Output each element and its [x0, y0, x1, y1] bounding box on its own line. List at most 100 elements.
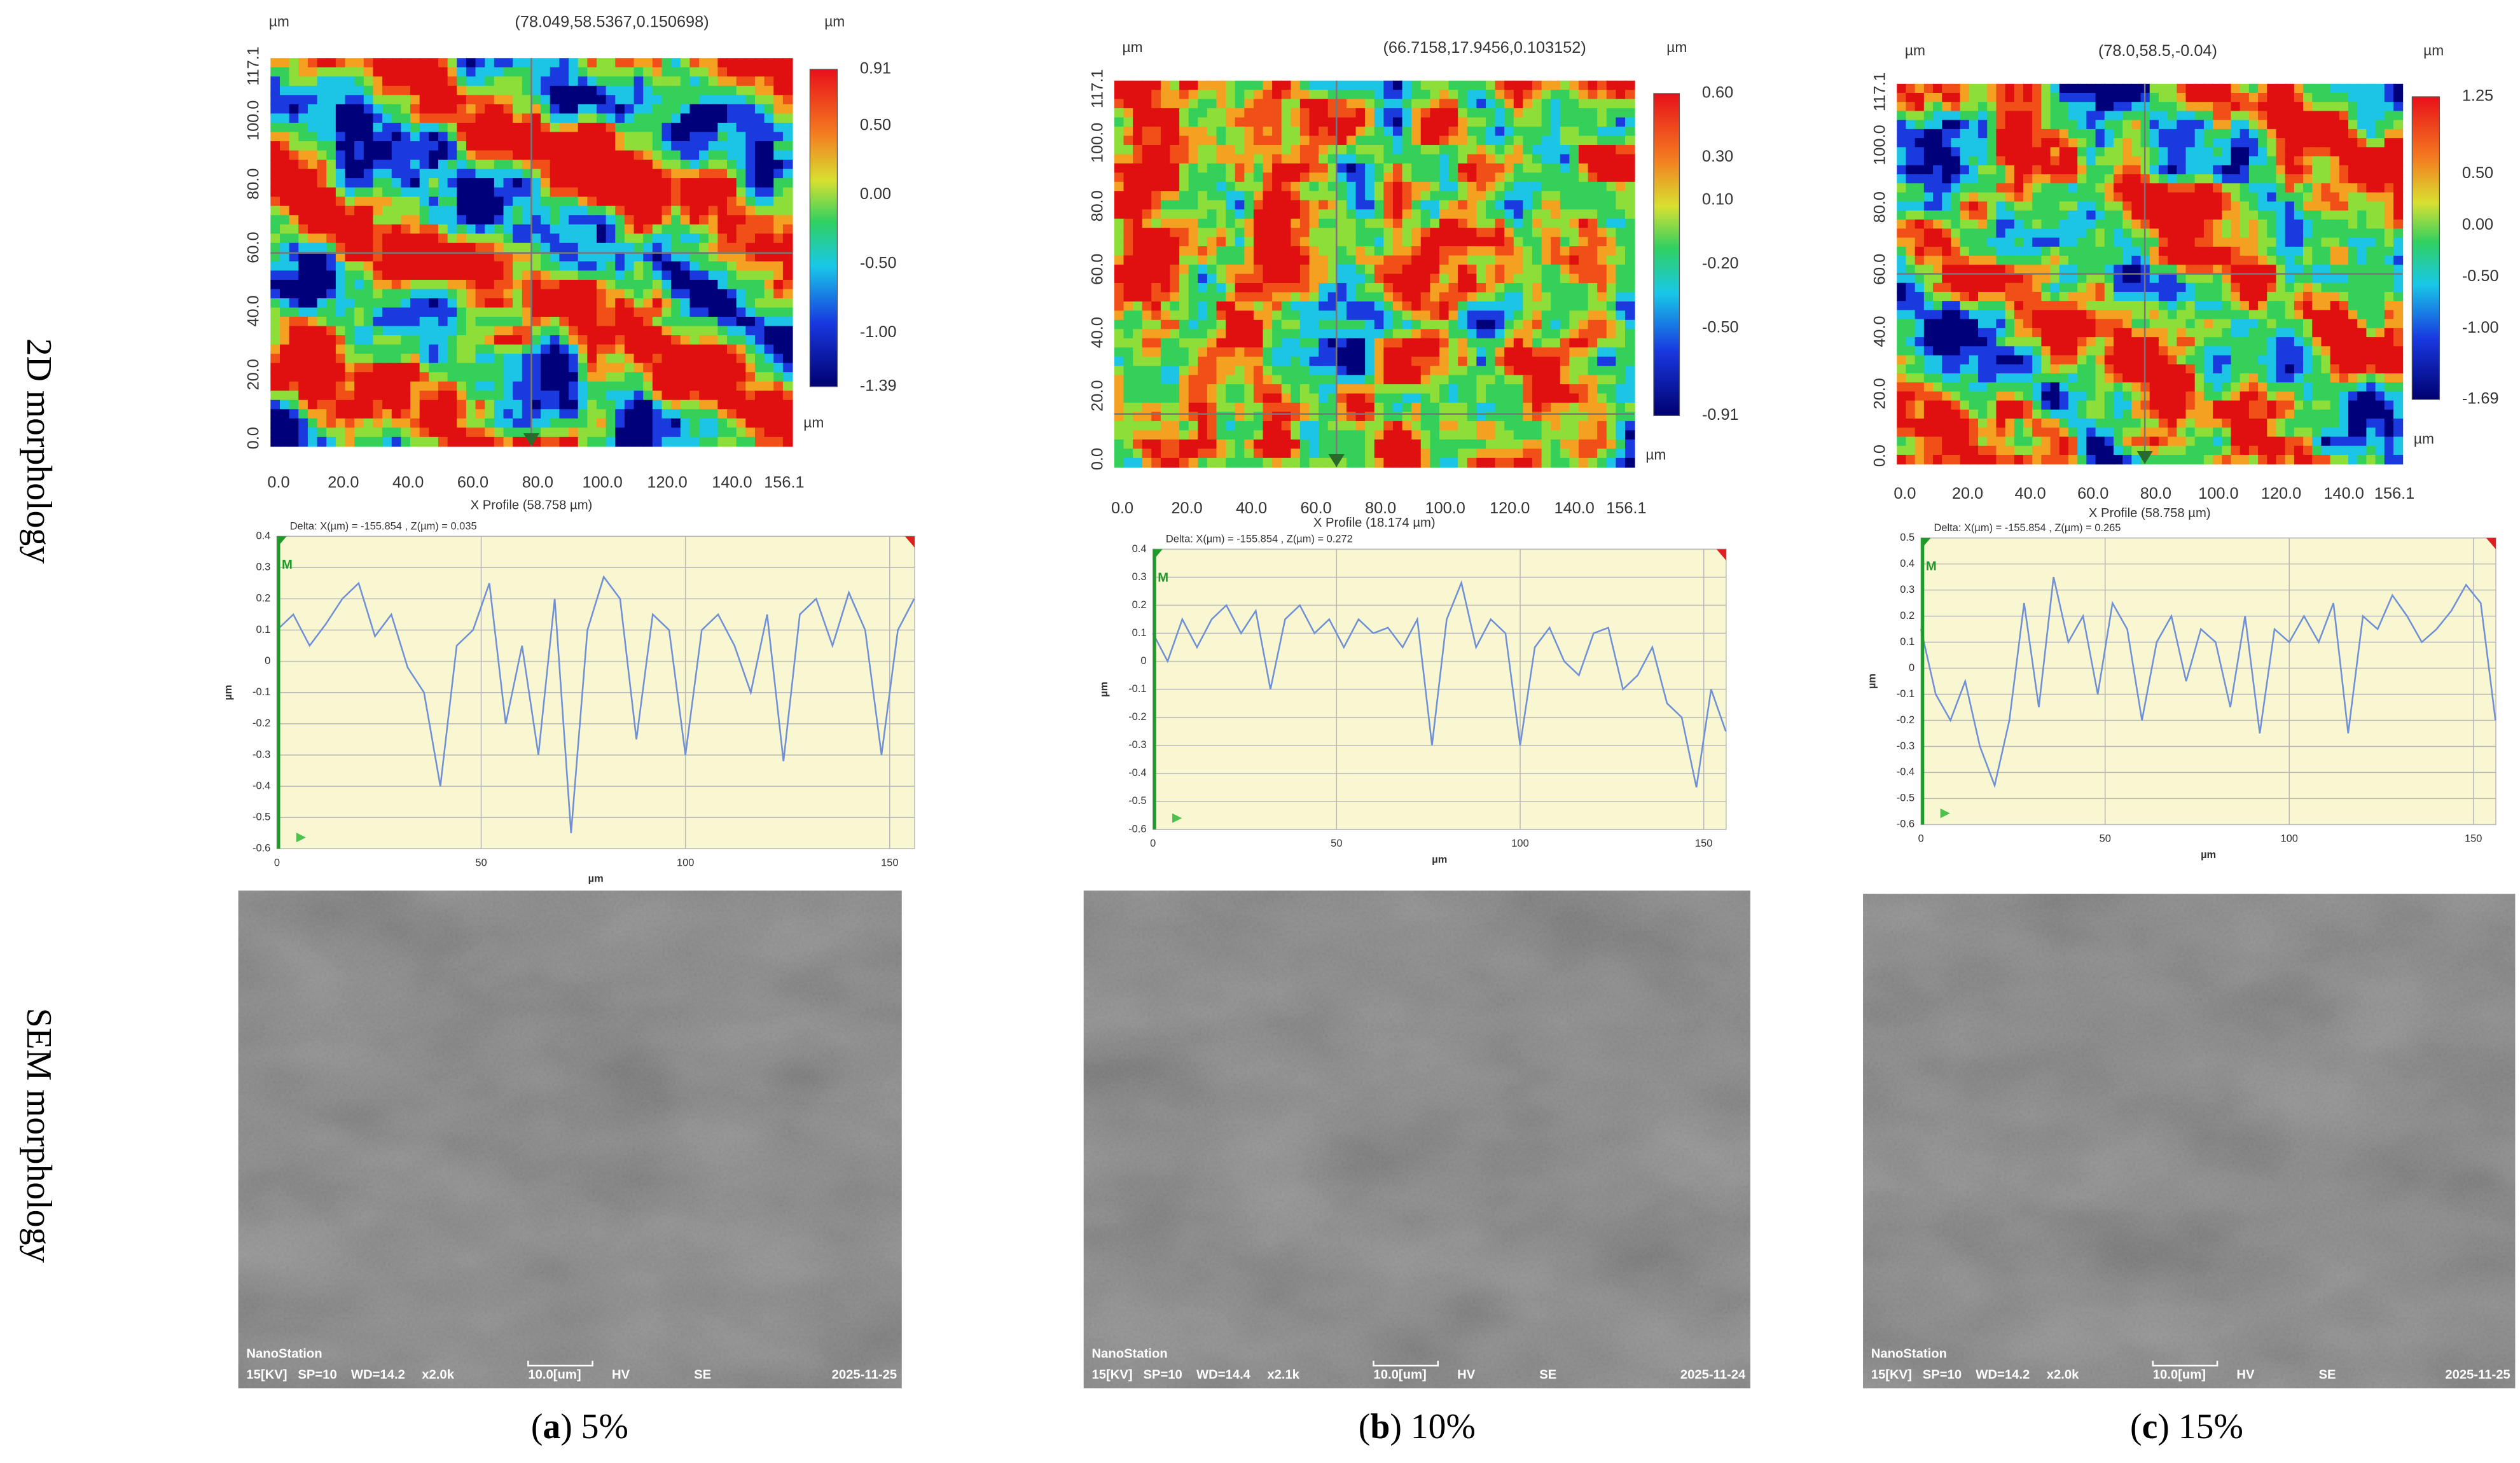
height-cell — [689, 399, 700, 410]
height-cell — [587, 197, 597, 207]
height-cell — [466, 335, 476, 345]
height-cell — [1495, 439, 1506, 450]
height-cell — [652, 85, 663, 96]
height-cell — [1160, 154, 1171, 164]
height-cell — [596, 224, 607, 235]
height-cell — [1439, 144, 1450, 155]
height-cell — [1327, 228, 1338, 238]
height-cell — [1392, 255, 1403, 266]
height-cell — [1392, 181, 1403, 192]
height-cell — [1467, 274, 1478, 284]
height-cell — [447, 150, 458, 161]
height-cell — [1616, 127, 1626, 137]
height-cell — [596, 252, 607, 262]
height-cell — [522, 344, 532, 355]
height-cell — [1560, 310, 1570, 321]
height-cell — [1272, 301, 1282, 312]
height-cell — [1467, 90, 1478, 100]
height-cell — [1532, 384, 1542, 394]
height-cell — [661, 215, 672, 225]
height-cell — [513, 95, 523, 105]
height-cell — [624, 132, 635, 142]
height-cell — [466, 160, 476, 170]
height-cell — [1430, 191, 1440, 201]
height-cell — [624, 169, 635, 179]
height-cell — [391, 215, 402, 225]
height-cell — [1551, 181, 1561, 192]
height-cell — [754, 418, 765, 429]
height-cell — [307, 76, 318, 87]
height-cell — [522, 160, 532, 170]
height-cell — [1467, 181, 1478, 192]
height-cell — [1606, 338, 1617, 349]
height-cell — [1151, 255, 1161, 266]
height-cell — [1476, 228, 1486, 238]
height-cell — [1439, 99, 1450, 109]
height-cell — [2168, 102, 2178, 112]
height-cell — [680, 113, 691, 123]
height-cell — [1606, 108, 1617, 118]
height-cell — [438, 335, 448, 345]
height-cell — [298, 187, 308, 198]
height-cell — [1244, 265, 1254, 275]
height-cell — [652, 418, 663, 429]
unit: µm — [1645, 447, 1666, 463]
height-cell — [363, 76, 374, 87]
height-cell — [1216, 366, 1227, 376]
height-cell — [1625, 375, 1635, 385]
height-cell — [1272, 310, 1282, 321]
height-cell — [326, 298, 336, 309]
height-cell — [1541, 200, 1552, 211]
height-cell — [1235, 347, 1245, 357]
height-cell — [1170, 375, 1180, 385]
height-cell — [1133, 200, 1143, 211]
height-cell — [447, 391, 458, 401]
height-cell — [1588, 108, 1598, 118]
height-cell — [503, 205, 514, 216]
height-cell — [1299, 218, 1310, 229]
height-cell — [1170, 144, 1180, 155]
height-cell — [466, 409, 476, 419]
height-cell — [643, 233, 653, 244]
height-cell — [661, 317, 672, 327]
height-cell — [1179, 420, 1189, 431]
height-cell — [699, 372, 709, 382]
height-cell — [1541, 274, 1552, 284]
height-cell — [1541, 265, 1552, 275]
height-cell — [382, 95, 392, 105]
height-cell — [485, 391, 495, 401]
height-cell — [782, 215, 793, 225]
height-cell — [279, 399, 290, 410]
height-cell — [1355, 237, 1366, 247]
height-cell — [596, 132, 607, 142]
height-cell — [1476, 403, 1486, 413]
height-cell — [1588, 347, 1598, 357]
height-cell — [1272, 80, 1282, 91]
height-cell — [1226, 163, 1236, 174]
height-cell — [1170, 117, 1180, 128]
height-cell — [1123, 265, 1134, 275]
height-cell — [419, 298, 430, 309]
height-cell — [541, 270, 551, 281]
height-cell — [1179, 200, 1189, 211]
height-cell — [345, 326, 356, 336]
height-cell — [1616, 255, 1626, 266]
height-cell — [1448, 292, 1459, 302]
height-cell — [1327, 218, 1338, 229]
height-cell — [419, 242, 430, 253]
height-cell — [382, 85, 392, 96]
height-cell — [1355, 274, 1366, 284]
height-cell — [382, 233, 392, 244]
height-cell — [1281, 274, 1292, 284]
height-cell — [1383, 90, 1394, 100]
height-cell — [1597, 154, 1607, 164]
height-cell — [1420, 347, 1431, 357]
height-cell — [1616, 282, 1626, 293]
height-cell — [326, 399, 336, 410]
height-cell — [354, 326, 364, 336]
height-cell — [1467, 80, 1478, 91]
height-cell — [307, 344, 318, 355]
height-cell — [447, 141, 458, 151]
height-cell — [494, 298, 504, 309]
height-cell — [1551, 108, 1561, 118]
